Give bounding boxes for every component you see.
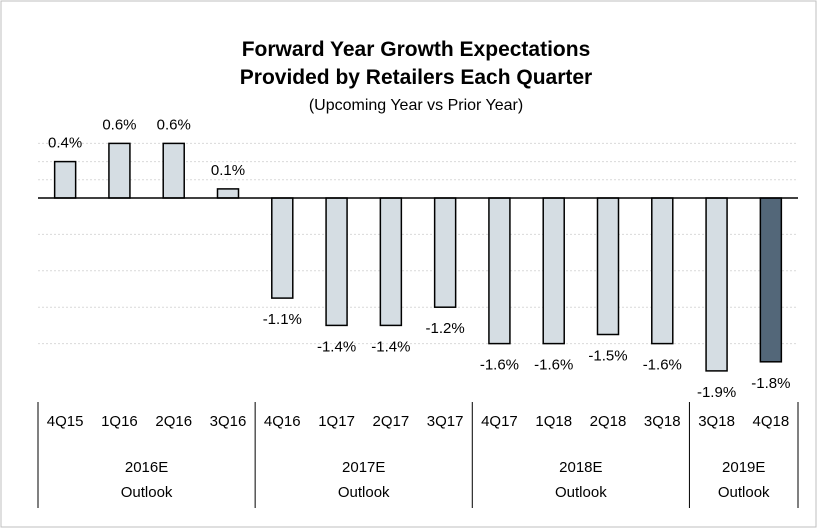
data-label: -1.2%	[426, 320, 465, 337]
x-tick-label: 4Q18	[753, 413, 790, 430]
data-label: -1.1%	[263, 311, 302, 328]
bar-4q16-4	[271, 197, 294, 299]
group-label-year: 2019E	[722, 459, 765, 476]
chart-title-line-2: Provided by Retailers Each Quarter	[240, 66, 592, 89]
x-tick-label: 1Q18	[535, 413, 572, 430]
data-label: 0.1%	[211, 162, 245, 179]
bar-1q17-5	[325, 197, 348, 327]
data-label: -1.5%	[588, 348, 627, 365]
x-tick-label: 3Q18	[644, 413, 681, 430]
bar-2q16-2	[162, 142, 185, 199]
bar-1q18-9	[542, 197, 565, 345]
bar-4q15-0	[53, 160, 77, 199]
chart-subtitle: (Upcoming Year vs Prior Year)	[309, 97, 523, 114]
bar-3q16-3	[216, 188, 240, 199]
bar-2q18-10	[596, 197, 620, 336]
data-label: -1.4%	[317, 338, 356, 355]
x-tick-label: 4Q17	[481, 413, 518, 430]
x-tick-label: 2Q18	[590, 413, 627, 430]
x-tick-label: 3Q16	[210, 413, 247, 430]
data-label: -1.9%	[697, 384, 736, 401]
bar-1q16-1	[108, 142, 131, 199]
data-labels: 0.4% 0.6% 0.6% 0.1% -1.1% -1.4% -1.4% -1.2% -1.6…	[48, 116, 790, 401]
group-label-year: 2016E	[125, 459, 168, 476]
bar-3q17-7	[433, 197, 457, 308]
x-axis: 4Q15 1Q16 2Q16 3Q16 4Q16 1Q17 2Q17 3Q17 4Q17 1Q18…	[37, 402, 799, 508]
data-label: -1.6%	[480, 357, 519, 374]
group-label-outlook: Outlook	[121, 484, 173, 501]
group-label-outlook: Outlook	[338, 484, 390, 501]
data-label: 0.4%	[48, 135, 82, 152]
x-tick-label: 1Q17	[318, 413, 355, 430]
bar-3q18-12	[705, 197, 728, 372]
data-label: -1.8%	[751, 375, 790, 392]
group-label-outlook: Outlook	[718, 484, 770, 501]
bar-2q17-6	[379, 197, 403, 327]
data-label: 0.6%	[157, 116, 191, 133]
group-label-year: 2017E	[342, 459, 385, 476]
group-label-outlook: Outlook	[555, 484, 607, 501]
bar-4q17-8	[488, 197, 511, 345]
data-label: -1.6%	[534, 357, 573, 374]
x-tick-label: 3Q18	[698, 413, 735, 430]
data-label: -1.4%	[371, 338, 410, 355]
bar-3q18-11	[651, 197, 674, 345]
chart-title-line-1: Forward Year Growth Expectations	[242, 38, 591, 61]
x-tick-label: 4Q16	[264, 413, 301, 430]
bar-series	[53, 142, 783, 372]
bar-4q18-13	[759, 197, 783, 363]
x-tick-label: 2Q16	[155, 413, 192, 430]
group-label-year: 2018E	[559, 459, 602, 476]
x-tick-label: 4Q15	[47, 413, 84, 430]
data-label: 0.6%	[102, 116, 136, 133]
data-label: -1.6%	[643, 357, 682, 374]
x-tick-label: 1Q16	[101, 413, 138, 430]
x-tick-label: 2Q17	[373, 413, 410, 430]
x-tick-label: 3Q17	[427, 413, 464, 430]
